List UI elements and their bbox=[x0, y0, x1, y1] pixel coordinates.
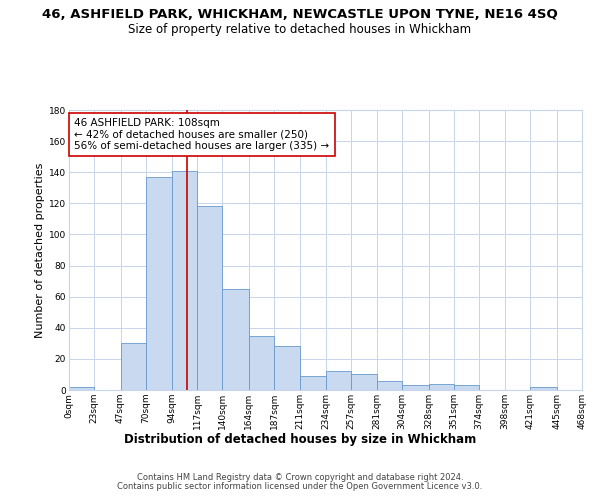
Bar bbox=[530, 387, 557, 390]
Bar bbox=[121, 344, 146, 390]
Bar bbox=[172, 170, 197, 390]
Bar bbox=[249, 336, 274, 390]
Text: Contains HM Land Registry data © Crown copyright and database right 2024.: Contains HM Land Registry data © Crown c… bbox=[137, 472, 463, 482]
Text: 46, ASHFIELD PARK, WHICKHAM, NEWCASTLE UPON TYNE, NE16 4SQ: 46, ASHFIELD PARK, WHICKHAM, NEWCASTLE U… bbox=[42, 8, 558, 20]
Bar bbox=[325, 372, 351, 390]
Bar bbox=[223, 289, 249, 390]
Bar bbox=[69, 387, 94, 390]
Bar bbox=[197, 206, 223, 390]
Bar bbox=[274, 346, 300, 390]
Bar bbox=[454, 386, 479, 390]
Text: 46 ASHFIELD PARK: 108sqm
← 42% of detached houses are smaller (250)
56% of semi-: 46 ASHFIELD PARK: 108sqm ← 42% of detach… bbox=[74, 118, 329, 151]
Bar bbox=[300, 376, 325, 390]
Text: Distribution of detached houses by size in Whickham: Distribution of detached houses by size … bbox=[124, 432, 476, 446]
Bar bbox=[351, 374, 377, 390]
Bar bbox=[428, 384, 454, 390]
Text: Contains public sector information licensed under the Open Government Licence v3: Contains public sector information licen… bbox=[118, 482, 482, 491]
Text: Size of property relative to detached houses in Whickham: Size of property relative to detached ho… bbox=[128, 22, 472, 36]
Bar bbox=[377, 380, 402, 390]
Bar bbox=[402, 386, 428, 390]
Bar bbox=[146, 177, 172, 390]
Y-axis label: Number of detached properties: Number of detached properties bbox=[35, 162, 45, 338]
